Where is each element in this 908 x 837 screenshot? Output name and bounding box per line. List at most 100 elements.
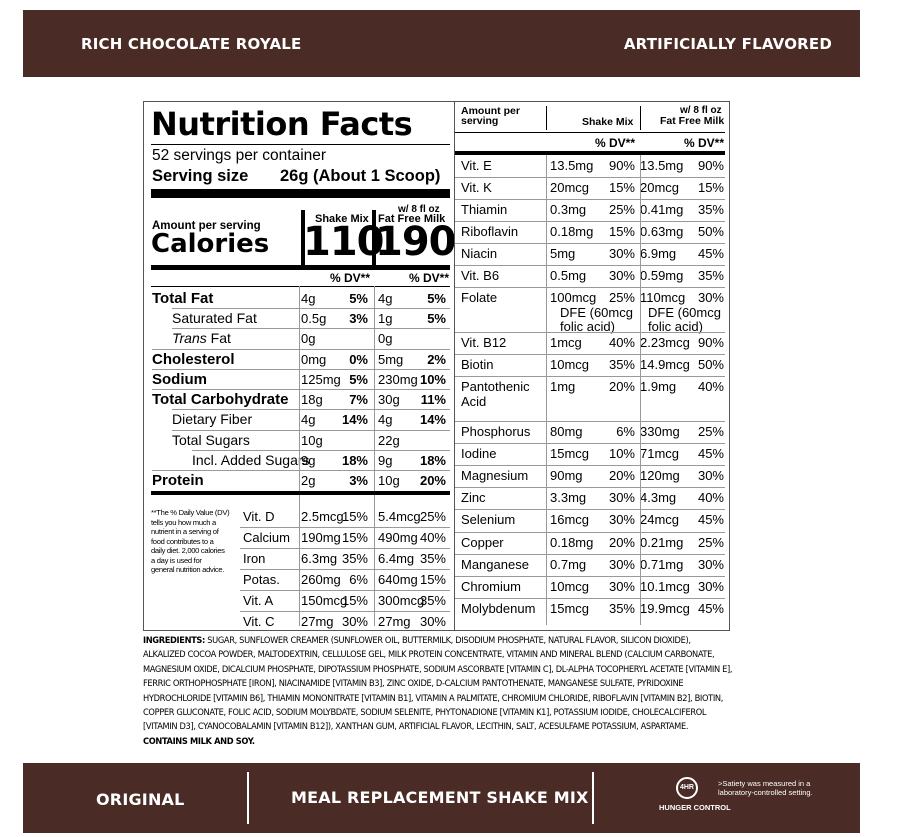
shake-dv: 25% xyxy=(608,202,635,217)
shake-amount: 0.5g xyxy=(301,311,327,326)
milk-dv: 5% xyxy=(427,291,446,306)
dv-header-shake: % DV** xyxy=(595,136,636,150)
vitamin-label: Potas. xyxy=(243,572,280,587)
shake-dv: 20% xyxy=(608,468,635,483)
nutrient-label-italic: Trans xyxy=(172,330,207,346)
shake-dv: 5% xyxy=(349,291,368,306)
serving-size-label: Serving size xyxy=(152,167,249,185)
nutrition-facts-title: Nutrition Facts xyxy=(151,105,413,143)
milk-amount: 330mg xyxy=(640,424,680,439)
milk-dv: 90% xyxy=(697,158,724,173)
row-divider xyxy=(172,328,450,329)
amount-line2: serving xyxy=(461,115,499,127)
row-divider xyxy=(152,369,450,370)
shake-dv: 35% xyxy=(608,357,635,372)
shake-amount: 0.7mg xyxy=(550,557,587,572)
nutrient-label: Cholesterol xyxy=(152,351,235,368)
nutrient-label: Magnesium xyxy=(461,468,529,483)
milk-dv: 50% xyxy=(697,224,724,239)
bottom-banner: ORIGINAL MEAL REPLACEMENT SHAKE MIX 4HR … xyxy=(23,763,860,833)
milk-amount: 230mg xyxy=(378,372,418,387)
micronutrient-panel: Amount per serving Shake Mix w/ 8 fl oz … xyxy=(455,101,730,631)
shake-dv: 90% xyxy=(608,158,635,173)
nutrient-label: Incl. Added Sugars xyxy=(192,452,310,468)
nutrient-label-line2: Acid xyxy=(461,394,487,409)
shake-amount-line2: DFE (60mcg xyxy=(560,305,633,320)
shake-dv: 30% xyxy=(608,490,635,505)
row-divider xyxy=(240,590,450,591)
row-divider xyxy=(455,287,725,288)
milk-amount: 30g xyxy=(378,392,400,407)
ingredients-text: SUGAR, SUNFLOWER CREAMER (SUNFLOWER OIL,… xyxy=(143,635,733,733)
nutrient-label: Vit. B6 xyxy=(461,268,500,283)
column-line xyxy=(299,286,300,626)
shake-amount: 27mg xyxy=(301,614,334,629)
banner-separator xyxy=(592,772,594,824)
shake-dv: 18% xyxy=(341,453,368,468)
shake-dv: 20% xyxy=(608,535,635,550)
milk-amount: 300mcg xyxy=(378,593,425,608)
row-divider xyxy=(240,527,450,528)
row-divider xyxy=(240,548,450,549)
shake-dv: 15% xyxy=(608,180,635,195)
shake-dv: 6% xyxy=(616,424,635,439)
shake-amount: 0.18mg xyxy=(550,535,594,550)
milk-amount: 13.5mg xyxy=(640,158,684,173)
shake-dv: 10% xyxy=(608,446,635,461)
thick-divider xyxy=(151,265,450,270)
milk-dv: 30% xyxy=(697,579,724,594)
vitamin-label: Calcium xyxy=(243,530,290,545)
shake-amount: 18g xyxy=(301,392,323,407)
milk-dv: 90% xyxy=(697,335,724,350)
col-milk-label-line1: w/ 8 fl oz xyxy=(680,105,722,116)
shake-dv: 15% xyxy=(341,593,368,608)
row-divider xyxy=(172,430,450,431)
footnote-line: nutrient in a serving of xyxy=(151,527,219,536)
milk-amount: 20mcg xyxy=(640,180,680,195)
nutrient-label: Total Fat xyxy=(152,290,214,307)
vitamin-label: Vit. C xyxy=(243,614,275,629)
milk-dv: 15% xyxy=(419,572,446,587)
col-milk-label-line2: Fat Free Milk xyxy=(660,115,725,127)
milk-amount: 0.59mg xyxy=(640,268,684,283)
shake-dv: 25% xyxy=(608,290,635,305)
milk-dv: 25% xyxy=(697,535,724,550)
milk-dv: 45% xyxy=(697,512,724,527)
milk-amount: 0.21mg xyxy=(640,535,684,550)
column-line xyxy=(640,155,641,625)
milk-dv: 25% xyxy=(697,424,724,439)
row-divider xyxy=(455,199,725,200)
row-divider xyxy=(455,221,725,222)
ingredients-label: INGREDIENTS: xyxy=(143,635,205,646)
milk-amount: 9g xyxy=(378,453,393,468)
dv-header-milk: % DV** xyxy=(409,271,450,285)
milk-amount: 4.3mg xyxy=(640,490,677,505)
nutrient-label: Copper xyxy=(461,535,504,550)
nutrient-label: Sodium xyxy=(152,371,207,388)
milk-dv: 18% xyxy=(419,453,446,468)
nutrient-label: Vit. B12 xyxy=(461,335,507,350)
nutrient-label: Phosphorus xyxy=(461,424,531,439)
milk-amount: 110mcg xyxy=(640,290,686,305)
row-divider xyxy=(455,354,725,355)
shake-amount: 13.5mg xyxy=(550,158,594,173)
nutrient-label: Total Carbohydrate xyxy=(152,391,289,408)
clock-icon: 4HR xyxy=(676,777,698,799)
shake-amount: 16mcg xyxy=(550,512,590,527)
amount-per-serving-label: Amount per serving xyxy=(152,220,261,232)
calories-shake-value: 110 xyxy=(303,219,384,265)
shake-dv: 15% xyxy=(608,224,635,239)
row-divider xyxy=(455,443,725,444)
nutrient-label: Saturated Fat xyxy=(172,310,257,326)
nutrient-label: Vit. E xyxy=(461,158,492,173)
column-separator xyxy=(301,210,305,266)
shake-amount: 0.5mg xyxy=(550,268,587,283)
shake-dv: 30% xyxy=(608,246,635,261)
shake-amount: 260mg xyxy=(301,572,341,587)
nutrient-label: Selenium xyxy=(461,512,516,527)
row-divider xyxy=(152,349,450,350)
footnote-line: **The % Daily Value (DV) xyxy=(151,508,230,517)
milk-amount: 1.9mg xyxy=(640,379,677,394)
column-separator xyxy=(640,106,641,130)
shake-dv: 0% xyxy=(349,352,368,367)
